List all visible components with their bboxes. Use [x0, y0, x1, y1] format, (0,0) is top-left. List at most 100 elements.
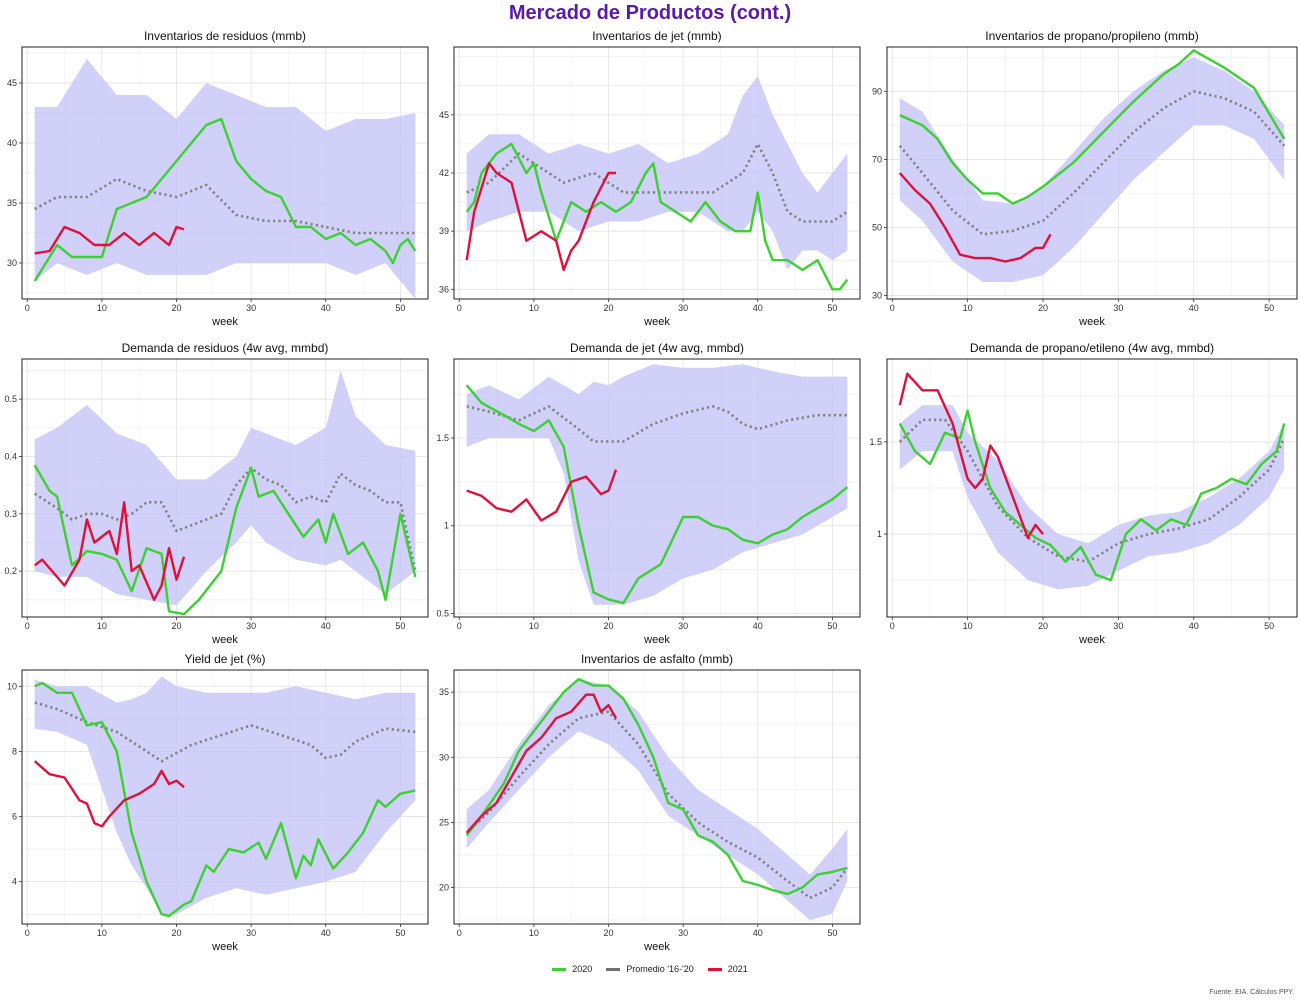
y-tick-label: 35 — [439, 687, 449, 697]
series-2020 — [465, 384, 849, 605]
x-tick-label: 20 — [603, 621, 613, 631]
chart-panel: 0 10 20 30 40 50 0.2 0.3 0.4 0.5 Demanda de residu… — [4, 341, 429, 646]
legend-swatch-promedio — [606, 967, 621, 971]
y-tick-label: 30 — [439, 752, 449, 762]
y-tick-label: 90 — [872, 86, 882, 96]
chart-title: Demanda de residuos (4w avg, mmbd) — [122, 341, 329, 355]
x-tick-label: 30 — [246, 621, 256, 631]
series-2020 — [898, 409, 1286, 582]
x-tick-label: 30 — [1113, 621, 1123, 631]
series-2021 — [465, 693, 618, 834]
series-2021 — [33, 501, 186, 601]
y-tick-label: 25 — [439, 817, 449, 827]
x-tick-label: 50 — [395, 928, 405, 938]
x-tick-label: 0 — [25, 303, 30, 313]
x-tick-label: 30 — [678, 303, 688, 313]
series-2021 — [33, 760, 185, 828]
x-tick-label: 30 — [246, 303, 256, 313]
plot-frame — [453, 669, 861, 925]
legend-swatch-2021 — [707, 967, 722, 971]
x-tick-label: 0 — [890, 303, 895, 313]
x-tick-label: 20 — [1038, 621, 1048, 631]
y-tick-label: 0.4 — [4, 451, 17, 461]
legend-item-2021: 2021 — [707, 964, 748, 974]
plot-frame — [886, 358, 1298, 618]
x-axis-label: week — [211, 941, 238, 953]
x-tick-label: 30 — [246, 928, 256, 938]
legend-item-2020: 2020 — [552, 964, 592, 974]
series-2020 — [465, 142, 849, 291]
x-tick-label: 10 — [97, 928, 107, 938]
y-tick-label: 42 — [439, 168, 449, 178]
chart-panel: 0 10 20 30 40 50 36 39 42 45 Inventarios de jet (m… — [439, 29, 861, 328]
y-tick-label: 6 — [12, 812, 17, 822]
range-band — [899, 57, 1285, 283]
legend-label-promedio: Promedio '16-'20 — [626, 964, 694, 974]
x-tick-label: 30 — [1113, 303, 1123, 313]
x-tick-label: 20 — [171, 928, 181, 938]
x-tick-label: 10 — [963, 621, 973, 631]
x-axis-label: week — [211, 316, 238, 328]
series-average — [898, 90, 1286, 236]
legend-swatch-2020 — [552, 967, 567, 971]
x-tick-label: 0 — [457, 621, 462, 631]
chart-panel: 0 10 20 30 40 50 1 1.5 Demanda de propano/etilen… — [869, 341, 1298, 646]
x-tick-label: 0 — [25, 928, 30, 938]
x-tick-label: 40 — [321, 928, 331, 938]
x-tick-label: 40 — [753, 303, 763, 313]
x-tick-label: 10 — [529, 303, 539, 313]
x-tick-label: 10 — [963, 303, 973, 313]
x-axis-label: week — [643, 316, 670, 328]
x-tick-label: 50 — [827, 303, 837, 313]
legend-item-promedio: Promedio '16-'20 — [606, 964, 694, 974]
y-tick-label: 1.5 — [436, 433, 449, 443]
x-tick-label: 20 — [603, 928, 613, 938]
legend-label-2020: 2020 — [572, 964, 593, 974]
series-average — [465, 710, 849, 900]
chart-title: Demanda de jet (4w avg, mmbd) — [570, 341, 744, 355]
x-axis-label: week — [643, 941, 670, 953]
x-tick-label: 20 — [603, 303, 613, 313]
series-2021 — [465, 162, 616, 272]
range-band — [899, 405, 1285, 590]
y-tick-label: 30 — [7, 258, 17, 268]
y-tick-label: 20 — [439, 883, 449, 893]
y-tick-label: 39 — [439, 226, 449, 236]
series-2020 — [465, 677, 848, 896]
y-tick-label: 1 — [877, 529, 882, 539]
series-average — [898, 418, 1286, 563]
plot-frame — [886, 46, 1298, 300]
x-tick-label: 40 — [753, 928, 763, 938]
x-tick-label: 50 — [1264, 621, 1274, 631]
x-tick-label: 50 — [827, 928, 837, 938]
y-tick-label: 8 — [12, 746, 17, 756]
y-tick-label: 45 — [439, 110, 449, 120]
y-tick-label: 36 — [439, 284, 449, 294]
y-tick-label: 10 — [7, 681, 17, 691]
legend: 2020 Promedio '16-'20 2021 — [0, 964, 1300, 974]
x-tick-label: 40 — [321, 621, 331, 631]
x-tick-label: 20 — [171, 621, 181, 631]
x-axis-label: week — [1078, 316, 1105, 328]
series-2020 — [34, 681, 416, 918]
y-tick-label: 0.3 — [4, 509, 17, 519]
chart-title: Inventarios de residuos (mmb) — [144, 29, 306, 43]
y-tick-label: 4 — [12, 877, 17, 887]
y-tick-label: 1.5 — [869, 437, 882, 447]
x-tick-label: 50 — [1264, 303, 1274, 313]
plot-frame — [453, 358, 861, 618]
y-tick-label: 50 — [872, 222, 882, 232]
series-2020 — [33, 117, 417, 282]
chart-panel: 0 10 20 30 40 50 4 6 8 10 Yield de jet (%) week — [7, 652, 429, 953]
range-band — [466, 679, 848, 921]
y-tick-label: 40 — [7, 138, 17, 148]
x-tick-label: 0 — [457, 928, 462, 938]
y-tick-label: 35 — [7, 198, 17, 208]
x-tick-label: 30 — [678, 928, 688, 938]
x-tick-label: 10 — [529, 928, 539, 938]
figure-title: Mercado de Productos (cont.) — [508, 2, 792, 24]
chart-title: Inventarios de jet (mmb) — [592, 29, 721, 43]
y-tick-label: 1 — [444, 521, 449, 531]
plot-frame — [21, 46, 429, 300]
